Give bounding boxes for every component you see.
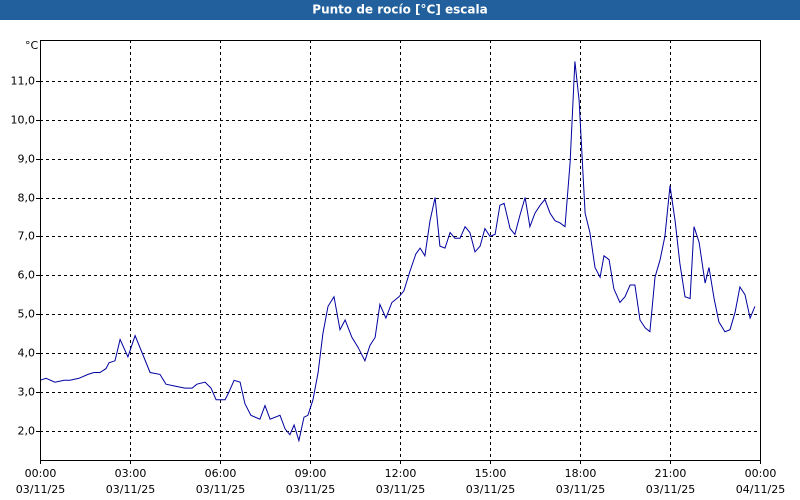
x-tick-date: 03/11/25 [196, 483, 245, 496]
x-tick-date: 03/11/25 [106, 483, 155, 496]
x-tick-label: 00:00 [745, 467, 777, 480]
line-series [39, 61, 756, 443]
plot-border [40, 40, 761, 461]
x-tick-date: 03/11/25 [556, 483, 605, 496]
y-tick-label: 9,0 [18, 153, 36, 166]
y-tick-label: 4,0 [18, 347, 36, 360]
x-tick-date: 03/11/25 [646, 483, 695, 496]
y-tick-label: 5,0 [18, 308, 36, 321]
x-tick-label: 06:00 [205, 467, 237, 480]
x-tick-label: 03:00 [115, 467, 147, 480]
y-tick-label: 2,0 [18, 425, 36, 438]
x-tick-label: 21:00 [655, 467, 687, 480]
y-axis-label: °C [25, 39, 39, 52]
y-tick-label: 6,0 [18, 269, 36, 282]
x-tick-date: 03/11/25 [466, 483, 515, 496]
x-tick-label: 18:00 [565, 467, 597, 480]
x-tick-date: 03/11/25 [376, 483, 425, 496]
x-tick-label: 00:00 [25, 467, 57, 480]
x-tick-date: 03/11/25 [16, 483, 65, 496]
x-tick-label: 15:00 [475, 467, 507, 480]
y-tick-label: 8,0 [18, 192, 36, 205]
x-tick-date: 04/11/25 [736, 483, 785, 496]
y-tick-label: 7,0 [18, 230, 36, 243]
title-bar [0, 0, 800, 20]
x-tick-label: 12:00 [385, 467, 417, 480]
y-tick-label: 10,0 [11, 114, 36, 127]
y-tick-label: 3,0 [18, 386, 36, 399]
x-tick-date: 03/11/25 [286, 483, 335, 496]
chart-title: Punto de rocío [°C] escala [312, 3, 487, 17]
y-tick-label: 11,0 [11, 75, 36, 88]
x-tick-label: 09:00 [295, 467, 327, 480]
